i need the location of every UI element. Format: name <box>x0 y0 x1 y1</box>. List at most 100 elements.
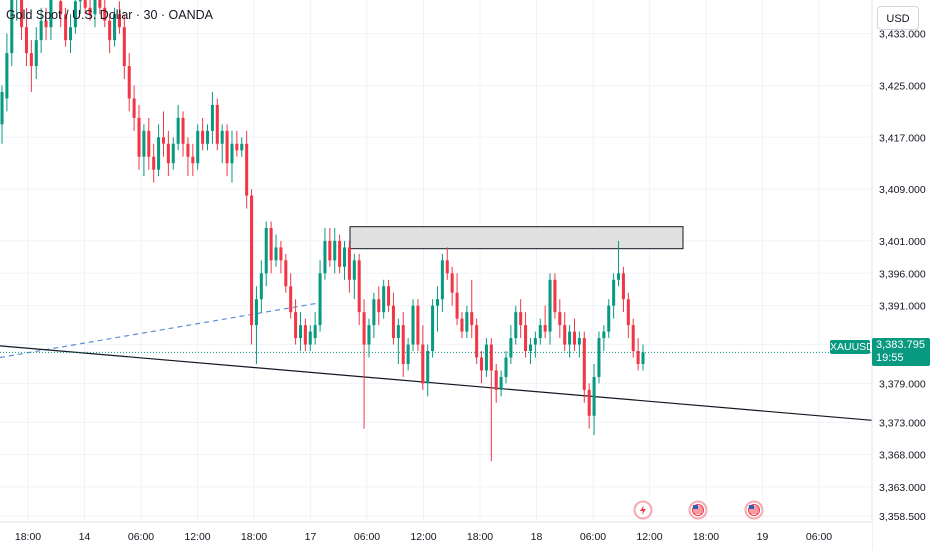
candle[interactable] <box>64 7 68 47</box>
candle[interactable] <box>59 0 63 28</box>
candle[interactable] <box>465 305 469 339</box>
candle[interactable] <box>108 14 112 54</box>
candle[interactable] <box>68 14 73 54</box>
candle[interactable] <box>372 292 376 339</box>
candle[interactable] <box>254 286 258 364</box>
candle[interactable] <box>181 111 185 157</box>
candle[interactable] <box>343 240 347 280</box>
candle[interactable] <box>117 1 121 34</box>
resistance-zone[interactable] <box>349 226 684 250</box>
candle[interactable] <box>435 286 440 332</box>
candle[interactable] <box>460 312 464 339</box>
candle[interactable] <box>563 312 567 352</box>
candle[interactable] <box>411 299 415 352</box>
candle[interactable] <box>328 227 332 267</box>
candle[interactable] <box>294 299 298 345</box>
candle[interactable] <box>440 253 444 313</box>
candle[interactable] <box>323 227 327 280</box>
candle[interactable] <box>450 266 454 306</box>
candle[interactable] <box>93 0 97 28</box>
candle[interactable] <box>250 189 254 345</box>
candle[interactable] <box>142 124 146 177</box>
candle[interactable] <box>10 0 14 67</box>
candle[interactable] <box>274 234 278 267</box>
candle[interactable] <box>166 130 170 177</box>
candle[interactable] <box>230 130 234 183</box>
candle[interactable] <box>284 253 288 293</box>
candle[interactable] <box>103 0 107 28</box>
candle[interactable] <box>480 351 484 384</box>
candle[interactable] <box>382 279 386 319</box>
candle[interactable] <box>470 279 474 339</box>
candle[interactable] <box>201 117 205 151</box>
price-axis[interactable] <box>872 0 932 550</box>
candle[interactable] <box>548 273 552 345</box>
candle[interactable] <box>533 331 537 358</box>
candle[interactable] <box>484 338 488 377</box>
candle[interactable] <box>83 0 87 15</box>
candle[interactable] <box>73 0 77 34</box>
candle[interactable] <box>171 137 175 170</box>
candle[interactable] <box>49 0 53 41</box>
candle[interactable] <box>558 299 562 339</box>
candle[interactable] <box>636 338 640 371</box>
candle[interactable] <box>362 299 366 429</box>
candle[interactable] <box>528 338 532 364</box>
candle[interactable] <box>455 273 459 326</box>
candle[interactable] <box>499 370 503 397</box>
candle[interactable] <box>34 27 38 80</box>
candle[interactable] <box>333 227 337 274</box>
candle[interactable] <box>137 104 141 170</box>
candle[interactable] <box>88 0 92 21</box>
candle[interactable] <box>127 53 131 112</box>
candle[interactable] <box>78 0 82 15</box>
candle[interactable] <box>279 240 283 274</box>
candle[interactable] <box>298 312 302 352</box>
candle[interactable] <box>504 351 508 384</box>
candle[interactable] <box>621 266 625 313</box>
candle[interactable] <box>176 104 180 151</box>
candle[interactable] <box>426 344 430 397</box>
candle[interactable] <box>352 253 356 300</box>
candle[interactable] <box>196 124 200 170</box>
candle[interactable] <box>15 0 18 21</box>
us-flag-icon[interactable] <box>688 500 708 520</box>
candle[interactable] <box>157 124 161 177</box>
candle[interactable] <box>269 221 273 274</box>
candle[interactable] <box>338 234 342 274</box>
candle[interactable] <box>494 363 498 403</box>
candle[interactable] <box>489 338 493 462</box>
candle[interactable] <box>152 143 156 183</box>
candle[interactable] <box>308 325 312 352</box>
trend-line[interactable] <box>0 345 873 421</box>
flash-icon[interactable] <box>633 500 653 520</box>
candle[interactable] <box>612 273 616 319</box>
candle[interactable] <box>215 98 219 151</box>
candle[interactable] <box>553 273 557 319</box>
candle[interactable] <box>617 240 621 287</box>
candle[interactable] <box>161 111 165 157</box>
candle[interactable] <box>39 7 43 54</box>
candle[interactable] <box>357 253 361 326</box>
candle[interactable] <box>220 124 224 164</box>
candle[interactable] <box>431 299 435 358</box>
candle[interactable] <box>186 137 190 177</box>
candle[interactable] <box>387 279 391 313</box>
candle[interactable] <box>44 7 48 41</box>
candle[interactable] <box>245 130 249 209</box>
candle[interactable] <box>24 7 28 67</box>
candle[interactable] <box>396 318 400 364</box>
candle[interactable] <box>538 318 542 345</box>
candle[interactable] <box>592 363 596 436</box>
candle[interactable] <box>210 91 214 144</box>
candle[interactable] <box>20 0 24 41</box>
candle[interactable] <box>421 325 425 390</box>
currency-button[interactable]: USD <box>877 6 919 30</box>
candle[interactable] <box>289 273 293 319</box>
candle[interactable] <box>240 137 244 157</box>
us-flag-icon[interactable] <box>744 500 764 520</box>
candle[interactable] <box>607 299 611 339</box>
candle[interactable] <box>445 247 449 280</box>
candle[interactable] <box>205 124 210 151</box>
candle[interactable] <box>631 318 635 358</box>
